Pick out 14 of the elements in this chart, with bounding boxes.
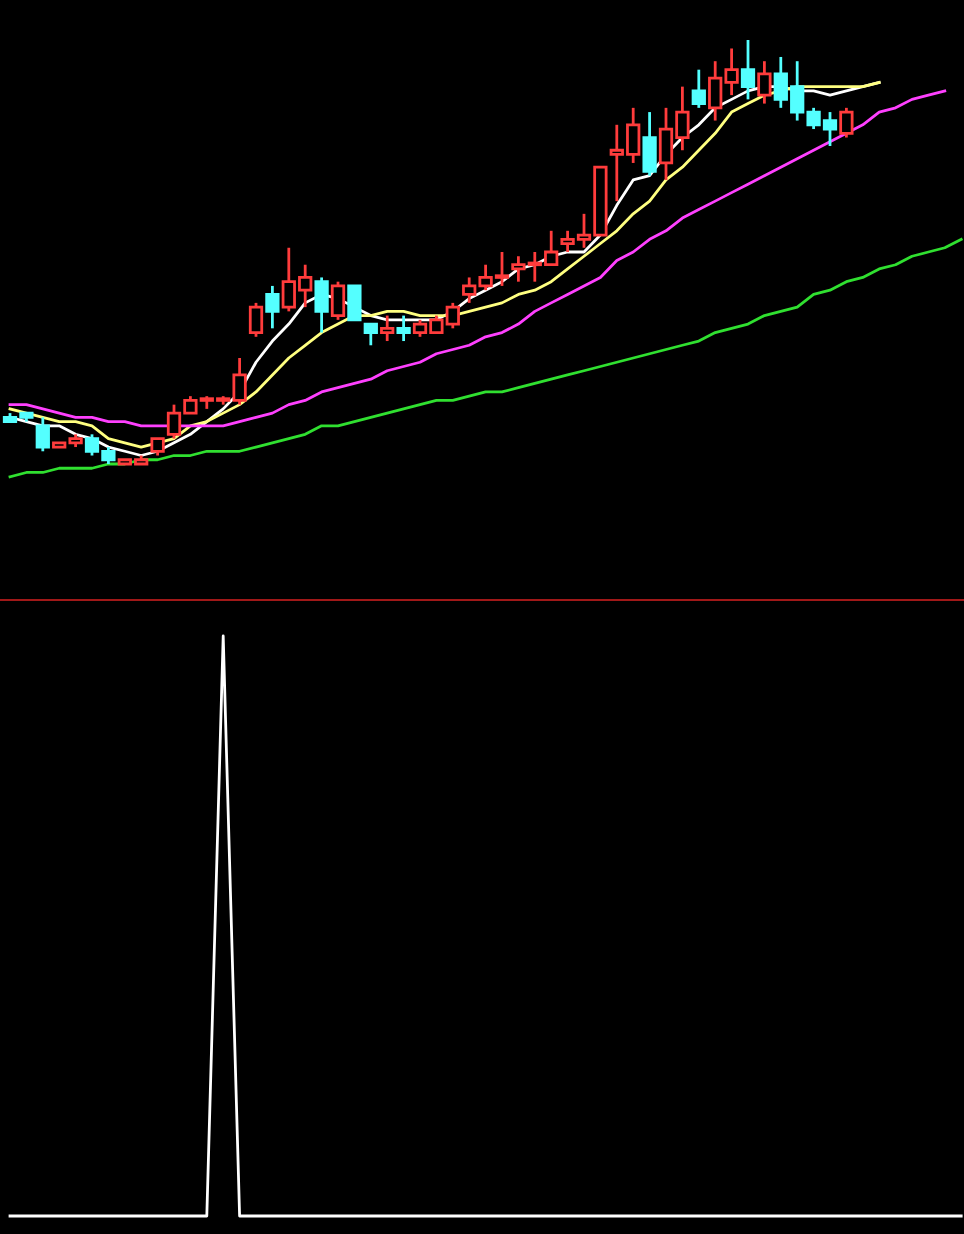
candlestick [35, 415, 50, 453]
candlestick [330, 280, 346, 322]
candlestick [314, 276, 329, 334]
candlestick [380, 314, 395, 343]
candlestick [396, 314, 411, 343]
candlestick [642, 110, 657, 178]
candlestick [839, 106, 854, 139]
candlestick [363, 322, 378, 347]
candlestick [248, 301, 264, 339]
candlestick [347, 284, 362, 322]
candlestick [691, 68, 706, 110]
candlestick [740, 38, 756, 101]
candlestick [265, 284, 280, 330]
candlestick [757, 59, 772, 105]
